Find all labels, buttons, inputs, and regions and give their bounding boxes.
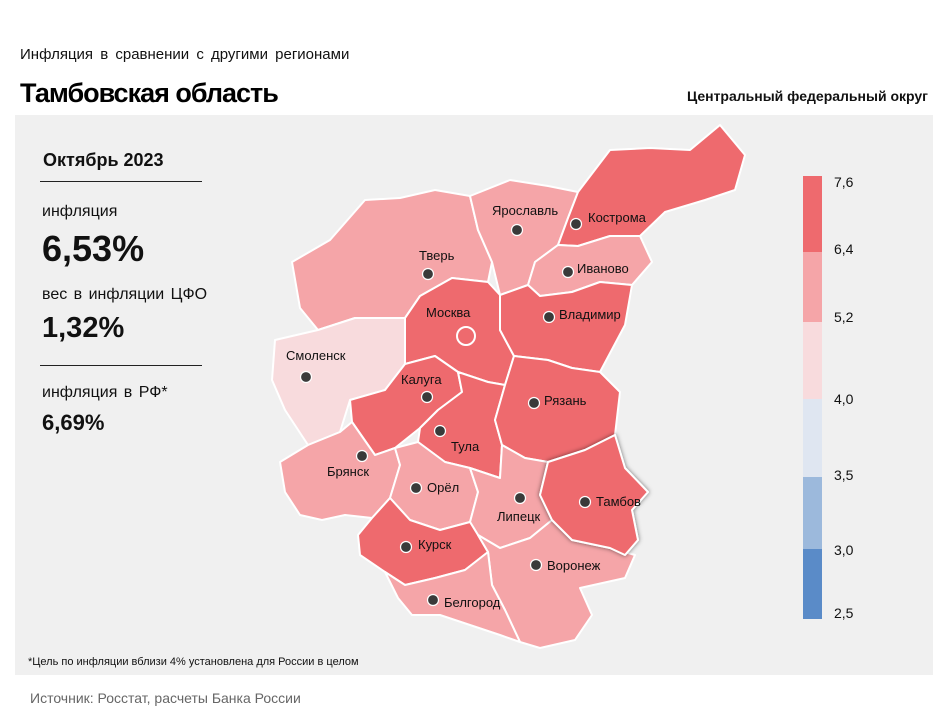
city-label: Курск: [418, 537, 452, 552]
legend-tick-label: 3,5: [834, 467, 854, 483]
legend-swatch: [803, 399, 822, 477]
city-label: Тамбов: [596, 494, 641, 509]
city-label: Тверь: [419, 248, 455, 263]
city-marker: [409, 481, 423, 495]
inflation-value: 6,53%: [42, 228, 145, 269]
city-label: Липецк: [497, 509, 541, 524]
legend-swatch: [803, 477, 822, 549]
city-label: Ярославль: [492, 203, 558, 218]
rf-inflation-value: 6,69%: [42, 410, 105, 435]
inflation-label: инфляция: [42, 203, 118, 220]
legend-tick-label: 4,0: [834, 391, 854, 407]
capital-marker: [456, 326, 476, 346]
region-title: Тамбовская область: [20, 78, 279, 108]
legend-tick-label: 7,6: [834, 174, 854, 190]
divider: [40, 181, 202, 182]
divider: [40, 365, 202, 366]
district-label: Центральный федеральный округ: [686, 88, 928, 104]
legend-tick-label: 5,2: [834, 309, 854, 325]
legend-tick-label: 3,0: [834, 542, 854, 558]
legend-tick-label: 2,5: [834, 605, 854, 621]
region-kostroma[interactable]: [557, 124, 746, 247]
city-marker: [542, 310, 556, 324]
city-marker: [561, 265, 575, 279]
city-label: Белгород: [444, 595, 501, 610]
source-note: Источник: Росстат, расчеты Банка России: [30, 690, 301, 706]
city-label: Смоленск: [286, 348, 346, 363]
city-label: Владимир: [559, 307, 621, 322]
city-marker: [569, 217, 583, 231]
city-label: Тула: [451, 439, 480, 454]
region-tambov[interactable]: [539, 434, 649, 556]
footnote: *Цель по инфляции вблизи 4% установлена …: [28, 656, 359, 668]
city-label: Калуга: [401, 372, 442, 387]
legend-swatch: [803, 322, 822, 399]
city-label: Москва: [426, 305, 471, 320]
weight-value: 1,32%: [42, 312, 125, 344]
legend-tick-label: 6,4: [834, 241, 854, 257]
period-label: Октябрь 2023: [43, 150, 164, 170]
chart-subtitle: Инфляция в сравнении с другими регионами: [20, 46, 350, 63]
city-label: Орёл: [427, 480, 459, 495]
city-marker: [529, 558, 543, 572]
legend-swatch: [803, 176, 822, 252]
weight-label: вес в инфляции ЦФО: [42, 286, 208, 303]
city-marker: [527, 396, 541, 410]
color-legend: 7,6 6,4 5,2 4,0 3,5 3,0 2,5: [803, 174, 854, 621]
city-label: Рязань: [544, 393, 587, 408]
city-marker: [399, 540, 413, 554]
city-marker: [510, 223, 524, 237]
city-marker: [433, 424, 447, 438]
region-belgorod[interactable]: [384, 551, 521, 643]
city-marker: [426, 593, 440, 607]
city-label: Воронеж: [547, 558, 601, 573]
legend-swatch: [803, 252, 822, 322]
city-marker: [578, 495, 592, 509]
city-marker: [421, 267, 435, 281]
city-marker: [299, 370, 313, 384]
legend-swatch: [803, 549, 822, 619]
rf-inflation-label: инфляция в РФ*: [42, 384, 168, 401]
city-label: Иваново: [577, 261, 629, 276]
city-label: Брянск: [327, 464, 369, 479]
city-marker: [513, 491, 527, 505]
city-marker: [420, 390, 434, 404]
city-marker: [355, 449, 369, 463]
city-label: Кострома: [588, 210, 647, 225]
